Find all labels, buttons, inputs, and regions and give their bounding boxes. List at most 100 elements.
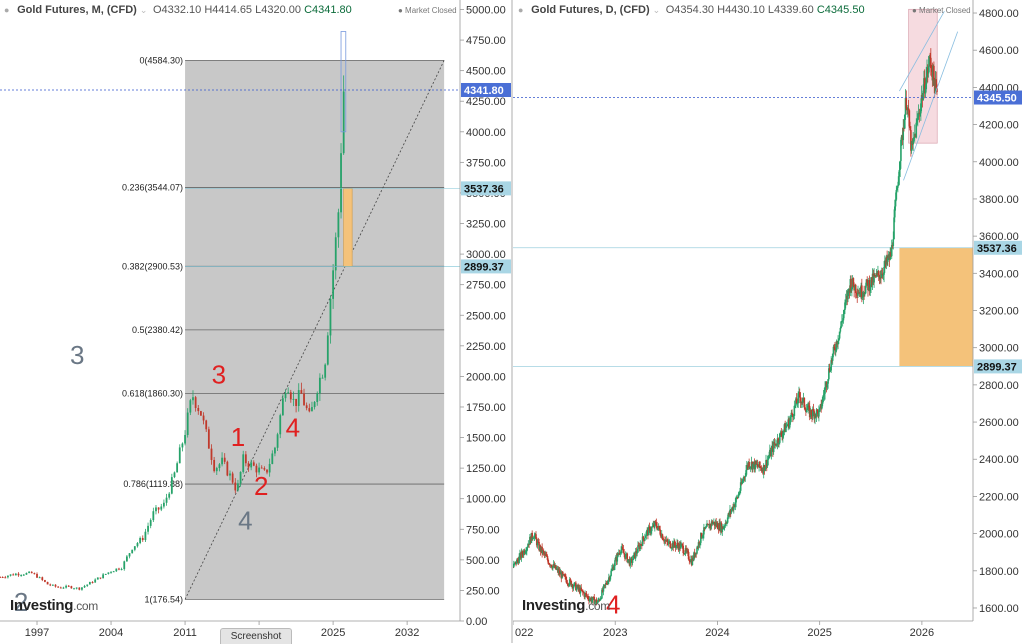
candle-body — [215, 468, 218, 472]
candle-body — [316, 393, 319, 402]
candle-body — [902, 128, 905, 141]
candle-body — [696, 547, 699, 549]
y-tick-label: 1750.00 — [466, 402, 506, 414]
candle-body — [650, 531, 652, 533]
candle-body — [616, 553, 619, 562]
level-axis-label-bg — [461, 259, 511, 274]
candle-body — [125, 556, 128, 562]
y-tick-label: 4800.00 — [979, 8, 1019, 20]
candle-body — [263, 468, 266, 470]
candle-body — [38, 577, 41, 579]
daily-chart[interactable]: 1600.00 1800.00 2000.00 2200.00 2400.00 2600.… — [513, 0, 1024, 643]
candle-body — [647, 526, 650, 536]
x-tick-label: 2026 — [910, 627, 934, 639]
screenshot-button[interactable]: Screenshot — [220, 628, 292, 644]
candle-body — [792, 415, 795, 418]
candle-body — [898, 169, 901, 177]
candle-body — [642, 536, 645, 539]
candle-body — [250, 462, 253, 468]
candle-body — [742, 476, 745, 481]
candle-body — [681, 544, 684, 546]
channel-upper-line — [899, 10, 945, 92]
candle-body — [535, 534, 537, 539]
candle-body — [910, 143, 913, 151]
candle-body — [705, 526, 707, 528]
candle-body — [550, 564, 553, 567]
candle-body — [734, 502, 737, 507]
y-tick-label: 1000.00 — [466, 494, 506, 506]
candle-body — [170, 477, 173, 494]
candle-body — [702, 534, 704, 537]
y-tick-label: 3750.00 — [466, 157, 506, 169]
candle-body — [917, 118, 919, 120]
y-tick-label: 750.00 — [466, 524, 500, 536]
candle-body — [887, 258, 889, 262]
candle-body — [181, 443, 184, 448]
candle-body — [266, 469, 268, 473]
monthly-chart[interactable]: 0(4584.30) 0.236(3544.07) 0.382(2900.53) 0.… — [0, 0, 511, 643]
right-legend-high: H4430.10 — [717, 4, 765, 16]
candle-body — [918, 112, 921, 114]
dropdown-icon[interactable]: ⌄ — [139, 5, 148, 15]
level-axis-label: 3537.36 — [977, 243, 1017, 255]
candle-body — [883, 266, 885, 275]
candle-body — [67, 585, 70, 587]
candle-body — [313, 401, 316, 408]
candle-body — [229, 473, 231, 476]
candle-body — [96, 577, 99, 580]
candle-body — [585, 594, 588, 597]
y-tick-label: 2600.00 — [979, 417, 1019, 429]
candle-body — [735, 497, 737, 503]
candle-body — [572, 586, 575, 589]
candle-body — [533, 535, 536, 538]
candle-body — [597, 599, 599, 603]
candle-body — [152, 511, 155, 521]
candle-body — [803, 397, 806, 408]
candle-body — [123, 561, 126, 570]
candle-body — [875, 273, 878, 277]
candle-body — [107, 572, 110, 574]
candle-body — [917, 112, 920, 119]
candle-body — [716, 523, 719, 529]
candle-body — [920, 103, 922, 114]
candle-body — [570, 580, 573, 587]
candle-body — [841, 320, 843, 322]
candle-body — [770, 449, 773, 457]
y-tick-label: 4250.00 — [466, 96, 506, 108]
candle-body — [767, 457, 770, 460]
candle-body — [780, 432, 783, 436]
candle-body — [14, 573, 17, 576]
y-tick-label: 2400.00 — [979, 454, 1019, 466]
candle-body — [838, 331, 841, 339]
candle-body — [704, 527, 707, 530]
candle-body — [326, 335, 329, 365]
candle-body — [741, 481, 744, 484]
wave-label: 2 — [14, 587, 28, 617]
candle-body — [838, 338, 840, 341]
dropdown-icon[interactable]: ⌄ — [652, 5, 661, 15]
candle-body — [606, 583, 609, 585]
candle-body — [779, 433, 781, 443]
candle-body — [579, 587, 582, 594]
candle-body — [916, 118, 918, 123]
wave-label: 3 — [70, 340, 84, 370]
candle-body — [17, 573, 20, 576]
candle-body — [46, 581, 49, 585]
candle-body — [555, 565, 557, 570]
level-axis-label: 2899.37 — [464, 261, 504, 273]
candle-body — [880, 277, 882, 279]
candle-body — [928, 56, 931, 66]
panel-divider[interactable] — [511, 0, 513, 643]
candle-body — [561, 572, 563, 579]
candle-body — [207, 429, 210, 449]
candle-body — [622, 549, 625, 553]
candle-body — [927, 65, 930, 74]
candle-body — [593, 596, 596, 605]
level-axis-label: 2899.37 — [977, 361, 1017, 373]
level-axis-label-bg — [974, 359, 1022, 374]
candle-body — [785, 426, 787, 433]
candle-body — [911, 143, 914, 145]
candle-body — [840, 321, 842, 328]
candle-body — [62, 587, 65, 589]
candle-body — [324, 364, 327, 378]
